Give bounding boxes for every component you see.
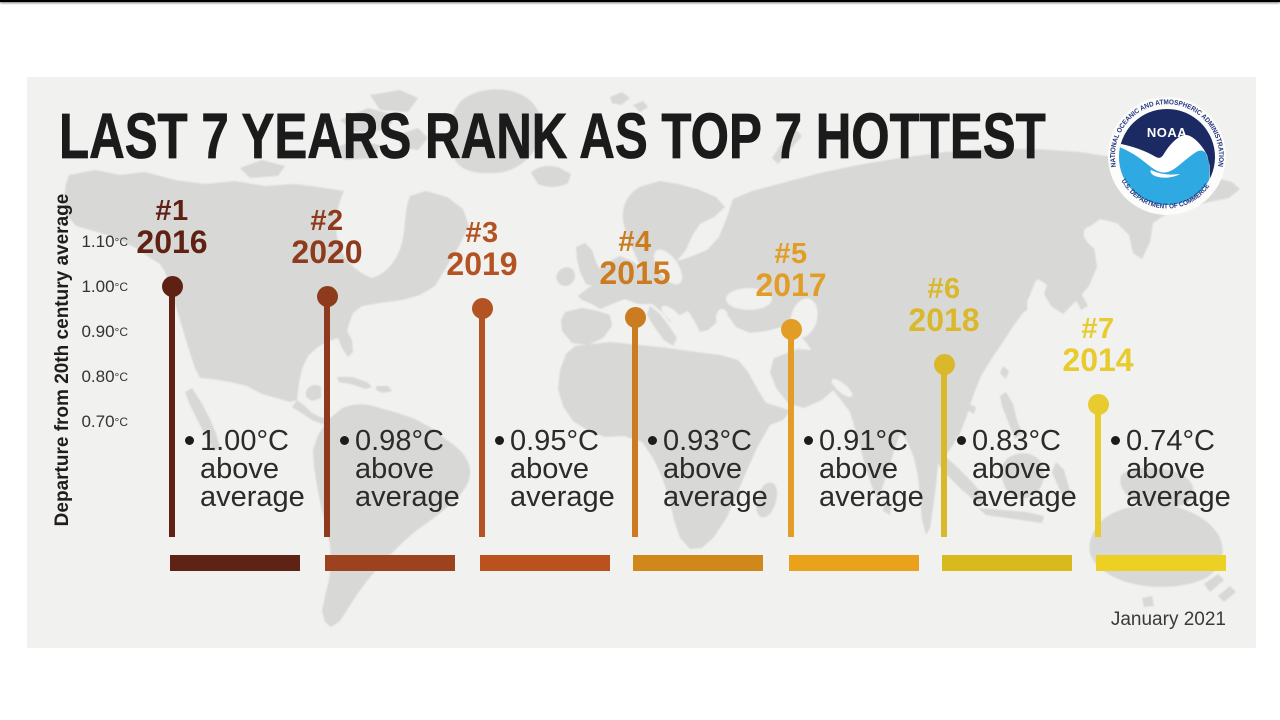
svg-text:NOAA: NOAA xyxy=(1147,125,1187,140)
